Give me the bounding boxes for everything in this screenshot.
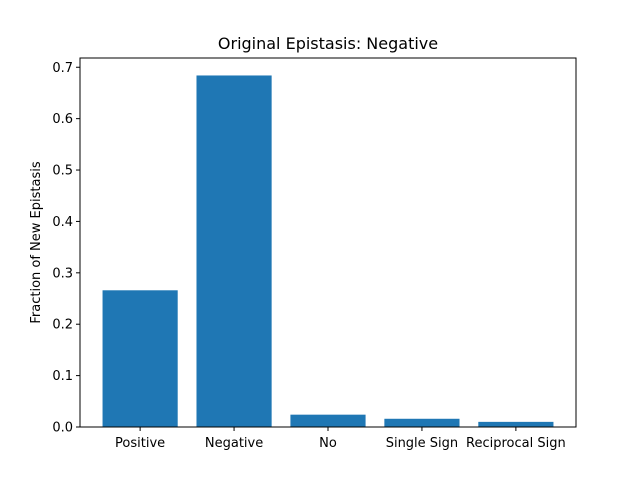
y-tick-label: 0.0 [52, 421, 73, 436]
bar-no [290, 414, 366, 427]
bar-negative [196, 75, 272, 427]
y-tick-label: 0.2 [52, 318, 73, 333]
plot-frame [79, 57, 577, 428]
x-tick-label: Positive [115, 436, 165, 451]
x-axis: Positive Negative No Single Sign Reciprocal … [115, 427, 566, 451]
y-tick-label: 0.3 [52, 266, 73, 281]
bar-positive [102, 290, 178, 427]
bar-reciprocal-sign [478, 421, 554, 427]
y-tick-label: 0.7 [52, 61, 73, 76]
x-tick-label: No [319, 436, 337, 451]
y-tick-label: 0.1 [52, 369, 73, 384]
bar-single-sign [384, 418, 460, 427]
bars-layer [102, 75, 554, 427]
x-tick-label: Negative [205, 436, 263, 451]
x-tick-label: Single Sign [386, 436, 458, 451]
chart-title: Original Epistasis: Negative [218, 34, 438, 53]
y-tick-label: 0.5 [52, 164, 73, 179]
y-tick-label: 0.6 [52, 112, 73, 127]
y-tick-label: 0.4 [52, 215, 73, 230]
y-axis-label: Fraction of New Epistasis [29, 161, 44, 323]
x-tick-label: Reciprocal Sign [466, 436, 566, 451]
y-axis: 0.0 0.1 0.2 0.3 0.4 0.5 0.6 0.7 [52, 61, 80, 436]
